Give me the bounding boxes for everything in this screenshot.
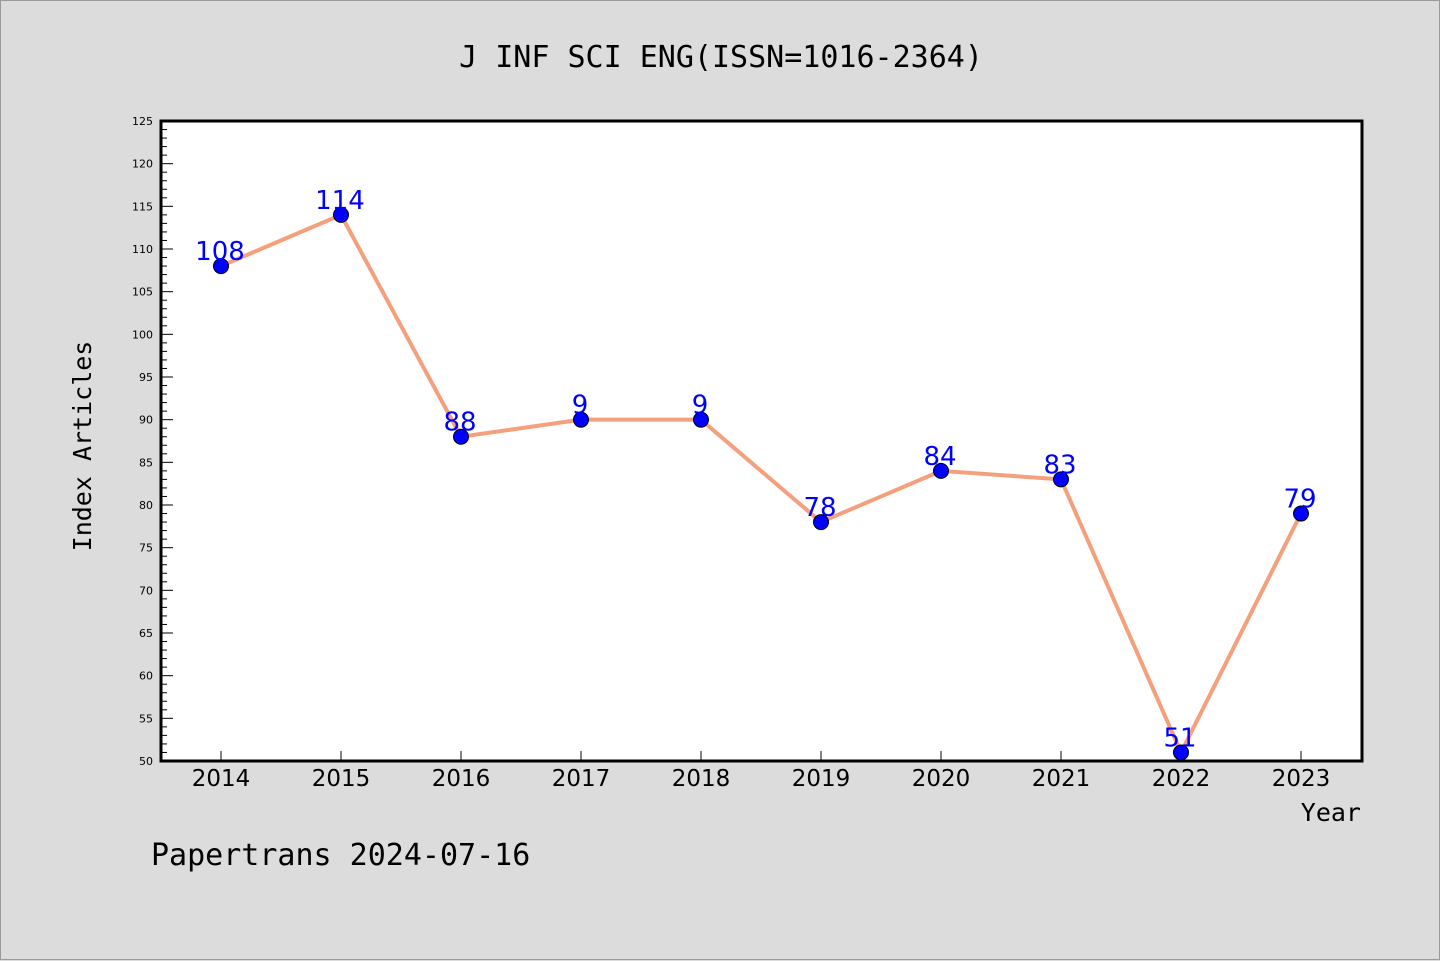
y-tick-label: 70 [139, 584, 153, 597]
data-point [933, 462, 949, 479]
x-tick-label: 2023 [1272, 766, 1331, 792]
chart-title: J INF SCI ENG(ISSN=1016-2364) [459, 40, 983, 75]
y-tick-label: 100 [132, 328, 153, 341]
data-label: 9 [572, 391, 589, 421]
data-point [333, 206, 349, 223]
y-tick-label: 65 [139, 627, 153, 640]
x-tick-label: 2019 [792, 766, 851, 792]
x-tick-label: 2016 [432, 766, 491, 792]
y-tick-label: 115 [132, 200, 153, 213]
y-tick-label: 125 [132, 115, 153, 128]
data-labels: 108 114 88 9 9 78 84 83 51 79 [195, 186, 1316, 754]
data-label: 83 [1043, 450, 1076, 480]
data-label: 108 [195, 237, 245, 267]
data-point [573, 411, 589, 428]
y-tick-label: 50 [139, 755, 153, 768]
data-label: 51 [1163, 723, 1196, 753]
y-tick-label: 110 [132, 243, 153, 256]
x-tick-label: 2015 [312, 766, 371, 792]
y-tick-label: 120 [132, 158, 153, 171]
y-axis-title: Index Articles [68, 341, 97, 552]
x-tick-label: 2021 [1032, 766, 1091, 792]
y-tick-label: 60 [139, 670, 153, 683]
y-tick-label: 55 [139, 712, 153, 725]
data-markers [213, 206, 1309, 761]
y-tick-label: 105 [132, 286, 153, 299]
x-tick-label: 2020 [912, 766, 971, 792]
data-label: 114 [315, 186, 365, 216]
data-label: 78 [803, 493, 836, 523]
y-axis: 50 55 60 65 70 75 80 85 90 95 100 105 110 115 120 125 [132, 115, 173, 768]
data-point [213, 258, 229, 275]
y-tick-label: 80 [139, 499, 153, 512]
x-tick-label: 2017 [552, 766, 611, 792]
data-point [1293, 505, 1309, 522]
y-tick-label: 75 [139, 542, 153, 555]
data-point [813, 514, 829, 531]
data-point [1053, 471, 1069, 488]
x-tick-label: 2014 [192, 766, 251, 792]
x-tick-label: 2018 [672, 766, 731, 792]
data-label: 79 [1283, 485, 1316, 515]
data-label: 84 [923, 442, 956, 472]
data-point [453, 428, 469, 445]
x-axis: 2014 2015 2016 2017 2018 2019 2020 2021 2022 2023 [192, 751, 1331, 792]
y-tick-label: 90 [139, 414, 153, 427]
series-line [220, 212, 1303, 755]
data-point [1173, 744, 1189, 761]
x-axis-title: Year [1301, 798, 1361, 827]
data-label: 9 [692, 391, 709, 421]
data-label: 88 [443, 408, 476, 438]
y-tick-label: 85 [139, 456, 153, 469]
footer-text: Papertrans 2024-07-16 [151, 838, 530, 873]
plot-area [159, 119, 1364, 763]
data-point [693, 411, 709, 428]
x-tick-label: 2022 [1152, 766, 1211, 792]
y-tick-label: 95 [139, 371, 153, 384]
